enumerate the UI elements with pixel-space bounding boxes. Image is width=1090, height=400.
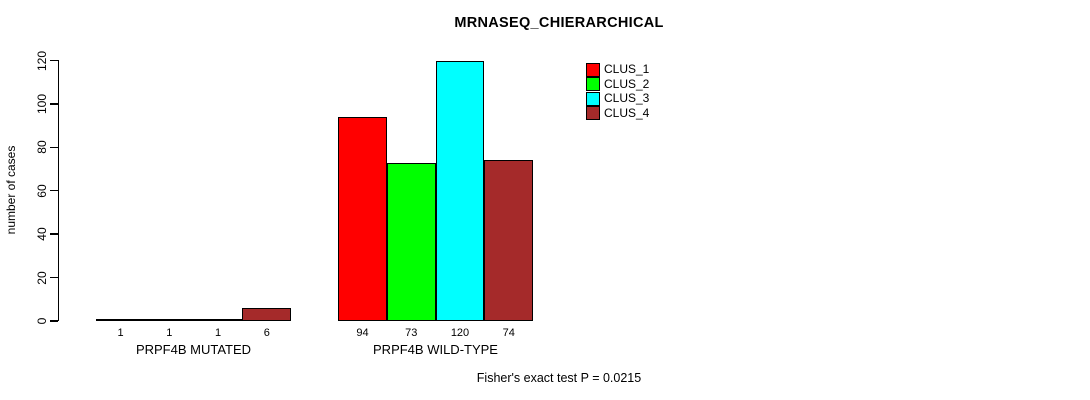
bar-value-label: 1	[214, 327, 222, 339]
bar-value-label: 94	[356, 327, 369, 339]
footnote: Fisher's exact test P = 0.0215	[476, 371, 642, 385]
bar-value-label: 74	[502, 327, 515, 339]
y-tick-label: 120	[35, 50, 49, 71]
bar-value-label: 1	[117, 327, 124, 339]
legend-swatch-icon	[586, 62, 600, 77]
legend-label: CLUS_3	[604, 91, 650, 105]
y-axis-line	[58, 60, 60, 321]
bar-clus_4-group1	[242, 307, 291, 321]
y-axis-label: number of cases	[4, 145, 18, 235]
y-tick	[50, 233, 58, 235]
y-tick	[50, 276, 58, 279]
bar-value-label: 6	[263, 327, 270, 339]
legend: CLUS_1 CLUS_2 CLUS_3 CLUS_4	[586, 62, 650, 121]
legend-swatch-icon	[586, 77, 600, 91]
y-tick-label: 20	[35, 270, 49, 285]
y-tick	[50, 190, 58, 192]
bar-clus_1-group1	[96, 318, 145, 321]
bar-value-label: 73	[405, 327, 418, 339]
y-tick	[50, 59, 58, 62]
y-tick-label: 100	[35, 93, 49, 114]
y-tick-label: 0	[35, 317, 49, 325]
bar-clus_1-group2	[338, 116, 387, 321]
bar-clus_2-group2	[386, 162, 436, 321]
bar-value-label: 120	[450, 327, 470, 339]
bar-clus_3-group2	[435, 60, 485, 321]
legend-item-clus_2: CLUS_2	[586, 76, 650, 91]
y-tick	[50, 320, 58, 322]
y-tick-label: 80	[35, 140, 49, 155]
bar-value-label: 1	[166, 327, 173, 339]
legend-label: CLUS_4	[604, 105, 650, 120]
legend-swatch-icon	[586, 91, 600, 106]
legend-swatch-icon	[586, 106, 600, 120]
bar-clus_3-group1	[193, 318, 243, 321]
bar-clus_4-group2	[484, 160, 533, 321]
y-tick	[50, 146, 58, 149]
chart-title: MRNASEQ_CHIERARCHICAL	[454, 15, 664, 31]
bar-clus_2-group1	[144, 318, 194, 321]
legend-item-clus_3: CLUS_3	[586, 91, 650, 106]
y-tick-label: 40	[35, 227, 49, 241]
group-label-mutated: PRPF4B MUTATED	[135, 342, 252, 357]
y-tick-label: 60	[35, 184, 49, 198]
legend-item-clus_1: CLUS_1	[586, 62, 650, 77]
legend-label: CLUS_2	[604, 76, 650, 91]
legend-item-clus_4: CLUS_4	[586, 105, 650, 120]
group-label-wildtype: PRPF4B WILD-TYPE	[373, 342, 498, 357]
legend-label: CLUS_1	[604, 62, 650, 76]
y-tick	[50, 103, 58, 105]
